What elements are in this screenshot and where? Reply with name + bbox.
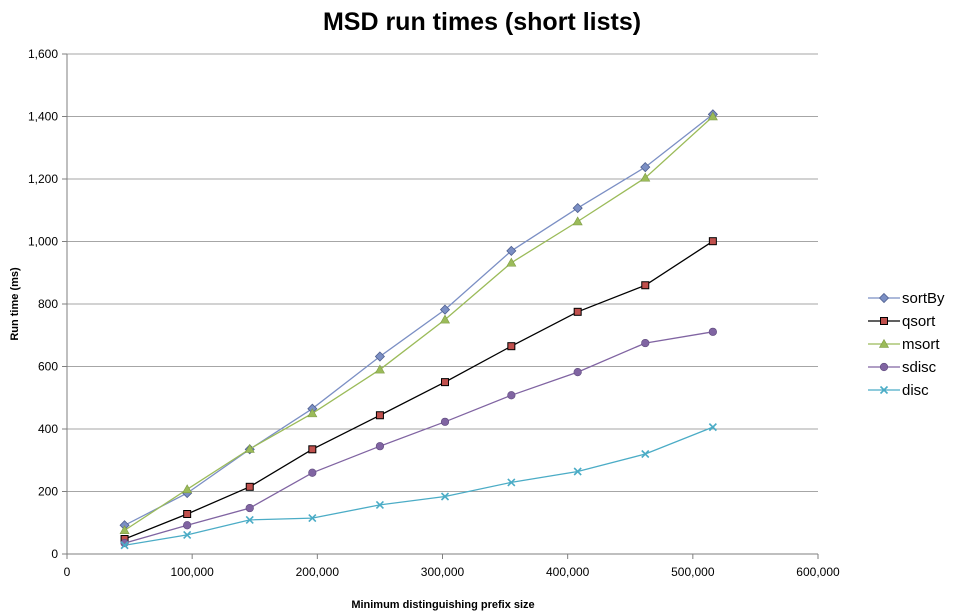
disc-marker — [245, 515, 254, 525]
y-tick-label: 1,600 — [28, 47, 58, 61]
disc-marker — [641, 449, 650, 459]
sortBy-marker — [640, 162, 651, 173]
y-tick-label: 0 — [51, 547, 58, 561]
disc-marker — [120, 541, 129, 550]
disc-marker — [573, 467, 582, 476]
qsort-marker — [880, 317, 888, 325]
legend: sortBy qsort msort sdisc disc — [868, 290, 945, 399]
series-sdisc — [120, 327, 717, 548]
legend-label: sdisc — [902, 359, 937, 376]
series-disc — [120, 423, 717, 550]
legend-item-qsort: qsort — [868, 313, 936, 330]
qsort-marker — [641, 281, 650, 290]
sortBy-line — [124, 113, 714, 526]
series-msort — [119, 111, 718, 535]
msort-marker — [182, 484, 193, 494]
msort-marker — [640, 172, 651, 182]
sdisc-marker — [440, 417, 450, 426]
qsort-marker — [441, 378, 450, 387]
y-axis-title: Run time (ms) — [9, 267, 21, 341]
y-tick-label: 1,000 — [28, 235, 58, 249]
series-sortBy — [119, 109, 718, 531]
legend-item-sdisc: sdisc — [868, 359, 937, 376]
sortBy-marker — [878, 292, 890, 304]
x-tick-label: 0 — [64, 565, 71, 579]
series-layer — [119, 109, 718, 550]
disc-marker — [879, 385, 889, 395]
msort-line — [124, 116, 714, 531]
legend-label: qsort — [902, 313, 936, 330]
qsort-marker — [245, 482, 254, 491]
series-qsort — [120, 237, 717, 543]
msort-marker — [119, 525, 130, 535]
msort-marker — [707, 111, 718, 121]
sdisc-marker — [245, 503, 254, 513]
disc-marker — [507, 478, 516, 487]
disc-line — [124, 426, 714, 546]
sdisc-marker — [573, 368, 582, 377]
x-axis-title: Minimum distinguishing prefix size — [351, 599, 534, 611]
legend-item-sortBy: sortBy — [868, 290, 945, 307]
msort-marker — [878, 338, 890, 348]
sortBy-marker — [374, 351, 385, 362]
qsort-marker — [507, 342, 516, 351]
msort-marker — [244, 443, 255, 453]
x-tick-label: 600,000 — [796, 565, 840, 579]
sdisc-marker — [308, 468, 317, 477]
sdisc-marker — [879, 362, 889, 372]
sortBy-marker — [506, 245, 517, 256]
y-tick-label: 200 — [38, 485, 58, 499]
y-tick-label: 1,400 — [28, 110, 58, 124]
legend-item-disc: disc — [868, 382, 929, 399]
sdisc-marker — [183, 521, 192, 530]
sdisc-marker — [641, 338, 650, 348]
x-tick-label: 500,000 — [671, 565, 715, 579]
msort-marker — [572, 216, 583, 226]
disc-marker — [183, 530, 192, 540]
qsort-line — [124, 240, 714, 540]
qsort-marker — [573, 307, 582, 316]
gridlines — [67, 53, 818, 492]
axes: 0 200 400 600 800 1,000 1,200 1,400 1,600 0 100,00… — [28, 47, 840, 579]
x-tick-label: 400,000 — [546, 565, 590, 579]
sortBy-marker — [439, 304, 451, 315]
sdisc-marker — [507, 391, 516, 400]
x-tick-label: 200,000 — [296, 565, 340, 579]
y-tick-label: 600 — [38, 360, 58, 374]
sortBy-marker — [572, 202, 583, 214]
legend-label: msort — [902, 336, 940, 353]
disc-marker — [375, 500, 384, 510]
msort-marker — [506, 257, 517, 267]
qsort-marker — [375, 411, 384, 420]
msort-marker — [439, 314, 451, 324]
qsort-marker — [308, 445, 317, 454]
legend-label: sortBy — [902, 290, 945, 307]
sdisc-marker — [375, 442, 385, 451]
disc-marker — [308, 513, 317, 523]
sdisc-marker — [708, 327, 717, 336]
msort-marker — [374, 364, 385, 374]
sdisc-line — [124, 331, 714, 544]
chart-title: MSD run times (short lists) — [323, 8, 641, 36]
y-tick-label: 1,200 — [28, 172, 58, 186]
y-tick-label: 800 — [38, 297, 58, 311]
disc-marker — [708, 423, 717, 432]
disc-marker — [440, 492, 450, 501]
msort-marker — [307, 408, 318, 418]
qsort-marker — [183, 510, 192, 518]
qsort-marker — [708, 237, 717, 246]
x-tick-label: 100,000 — [170, 565, 214, 579]
x-tick-label: 300,000 — [421, 565, 465, 579]
y-tick-label: 400 — [38, 422, 58, 436]
legend-label: disc — [902, 382, 929, 399]
legend-item-msort: msort — [868, 336, 940, 353]
